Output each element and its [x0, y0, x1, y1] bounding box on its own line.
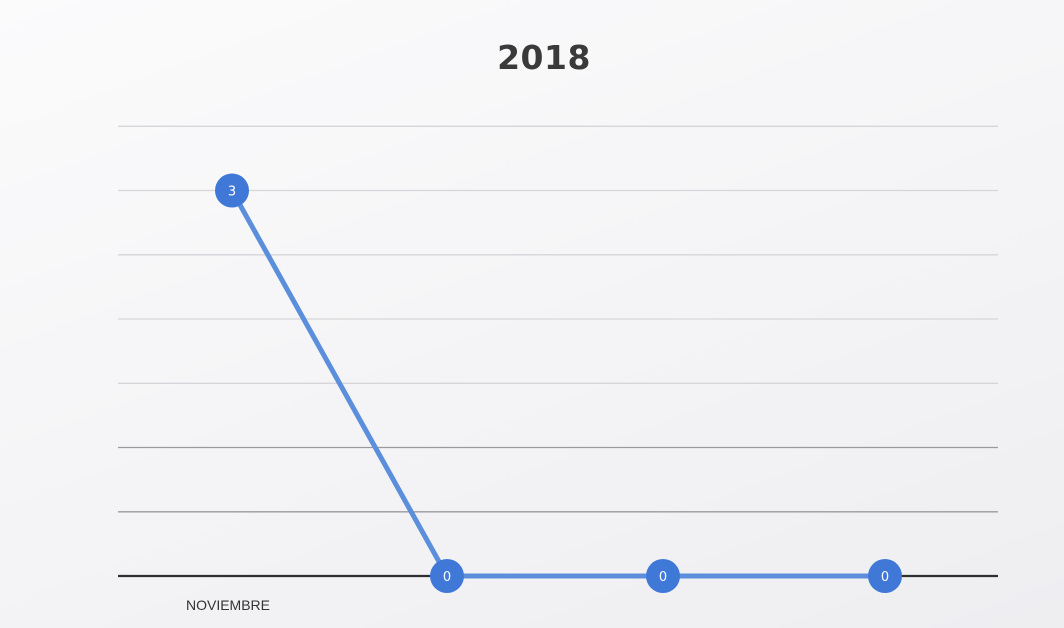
- data-point: 0: [430, 559, 464, 593]
- data-point: 0: [646, 559, 680, 593]
- data-label: 3: [228, 185, 236, 200]
- series-line: [229, 188, 888, 579]
- series: 3 0 0 0: [215, 173, 902, 593]
- data-point-marker: [215, 173, 249, 208]
- x-tick-label: NOVIEMBRE: [186, 597, 270, 613]
- gridlines: [118, 125, 998, 578]
- chart-title: 2018: [497, 38, 591, 77]
- data-label: 0: [881, 570, 889, 585]
- data-point: 0: [868, 559, 902, 593]
- data-point-marker: [868, 559, 902, 593]
- data-point-marker: [646, 559, 680, 593]
- data-point-marker: [430, 559, 464, 593]
- data-label: 0: [443, 570, 451, 585]
- data-label: 0: [659, 570, 667, 585]
- tick-labels: NOVIEMBRE: [186, 597, 270, 613]
- data-point: 3: [215, 173, 249, 208]
